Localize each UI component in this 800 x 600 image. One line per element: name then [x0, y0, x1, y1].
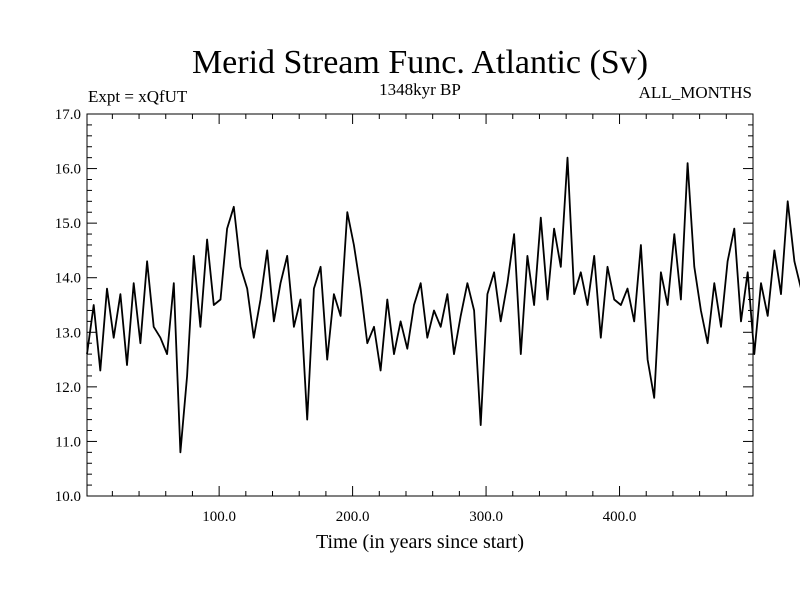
- y-tick-label: 16.0: [55, 162, 81, 178]
- y-tick-label: 11.0: [55, 434, 81, 450]
- x-tick-label: 200.0: [336, 509, 370, 525]
- months-label: ALL_MONTHS: [639, 83, 752, 102]
- series-line: [86, 156, 800, 454]
- y-tick-label: 12.0: [55, 380, 81, 396]
- expt-label: Expt = xQfUT: [88, 87, 188, 106]
- plot-frame: [86, 113, 754, 497]
- chart-title: Merid Stream Func. Atlantic (Sv): [192, 44, 648, 81]
- y-tick-label: 13.0: [55, 325, 81, 341]
- y-tick-label: 15.0: [55, 216, 81, 232]
- y-tick-label: 17.0: [55, 107, 81, 123]
- axis-ticks: [87, 113, 753, 497]
- x-axis-label: Time (in years since start): [316, 531, 524, 553]
- date-label: 1348kyr BP: [379, 80, 461, 99]
- axis-tick-labels: 100.0 200.0 300.0 400.0 10.0 11.0 12.0 13.0 14.0…: [55, 107, 637, 525]
- x-tick-label: 400.0: [603, 509, 637, 525]
- x-tick-label: 100.0: [202, 509, 236, 525]
- y-tick-label: 14.0: [55, 271, 81, 287]
- y-tick-label: 10.0: [55, 489, 81, 505]
- x-tick-label: 300.0: [469, 509, 503, 525]
